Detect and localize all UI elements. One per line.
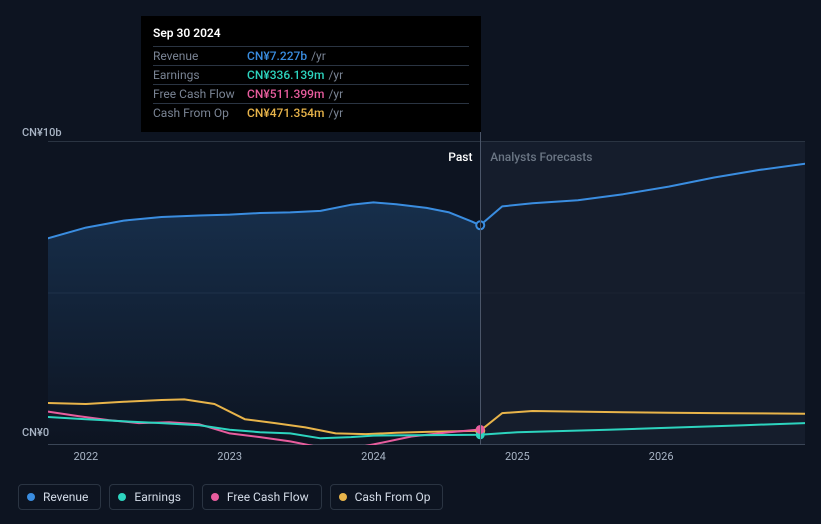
legend-label: Cash From Op [355, 490, 431, 504]
tooltip-row-unit: /yr [328, 68, 343, 82]
legend-item-free_cash_flow[interactable]: Free Cash Flow [202, 484, 322, 510]
legend-label: Free Cash Flow [227, 490, 309, 504]
chart-container: CN¥10b CN¥0 Past Analysts Forecasts 2022… [0, 0, 821, 524]
tooltip-row: RevenueCN¥7.227b/yr [153, 47, 469, 66]
tooltip-row-unit: /yr [328, 106, 343, 120]
hover-tooltip: Sep 30 2024 RevenueCN¥7.227b/yrEarningsC… [141, 16, 481, 132]
legend-item-revenue[interactable]: Revenue [18, 484, 101, 510]
legend-label: Earnings [134, 490, 181, 504]
tooltip-row-label: Cash From Op [153, 106, 247, 120]
x-tick: 2024 [361, 450, 386, 463]
legend-dot-icon [339, 493, 347, 501]
y-axis-top-label: CN¥10b [22, 126, 62, 139]
tooltip-row-label: Revenue [153, 49, 247, 63]
x-tick: 2023 [217, 450, 242, 463]
tooltip-row-label: Free Cash Flow [153, 87, 247, 101]
tooltip-row-value: CN¥336.139m [247, 68, 324, 82]
tooltip-date: Sep 30 2024 [153, 24, 469, 47]
legend-dot-icon [27, 493, 35, 501]
x-axis-ticks: 2022 2023 2024 2025 2026 [48, 450, 805, 468]
legend-label: Revenue [43, 490, 88, 504]
x-tick: 2025 [505, 450, 530, 463]
legend: Revenue Earnings Free Cash Flow Cash From O… [18, 484, 443, 510]
legend-dot-icon [118, 493, 126, 501]
legend-item-earnings[interactable]: Earnings [109, 484, 194, 510]
tooltip-row-unit: /yr [311, 49, 326, 63]
tooltip-row-label: Earnings [153, 68, 247, 82]
tooltip-row: Cash From OpCN¥471.354m/yr [153, 104, 469, 122]
tooltip-row-value: CN¥471.354m [247, 106, 324, 120]
tooltip-row-value: CN¥7.227b [247, 49, 307, 63]
x-tick: 2022 [73, 450, 98, 463]
cursor-line [480, 104, 481, 445]
forecast-period-label: Analysts Forecasts [490, 150, 592, 164]
y-axis-bottom-label: CN¥0 [22, 426, 49, 439]
x-tick: 2026 [649, 450, 674, 463]
plot-area[interactable] [48, 141, 805, 445]
past-period-label: Past [448, 150, 472, 164]
tooltip-row: EarningsCN¥336.139m/yr [153, 66, 469, 85]
legend-item-cash_from_op[interactable]: Cash From Op [330, 484, 444, 510]
legend-dot-icon [211, 493, 219, 501]
tooltip-row-unit: /yr [328, 87, 343, 101]
tooltip-row: Free Cash FlowCN¥511.399m/yr [153, 85, 469, 104]
chart-svg [48, 141, 805, 445]
tooltip-row-value: CN¥511.399m [247, 87, 324, 101]
